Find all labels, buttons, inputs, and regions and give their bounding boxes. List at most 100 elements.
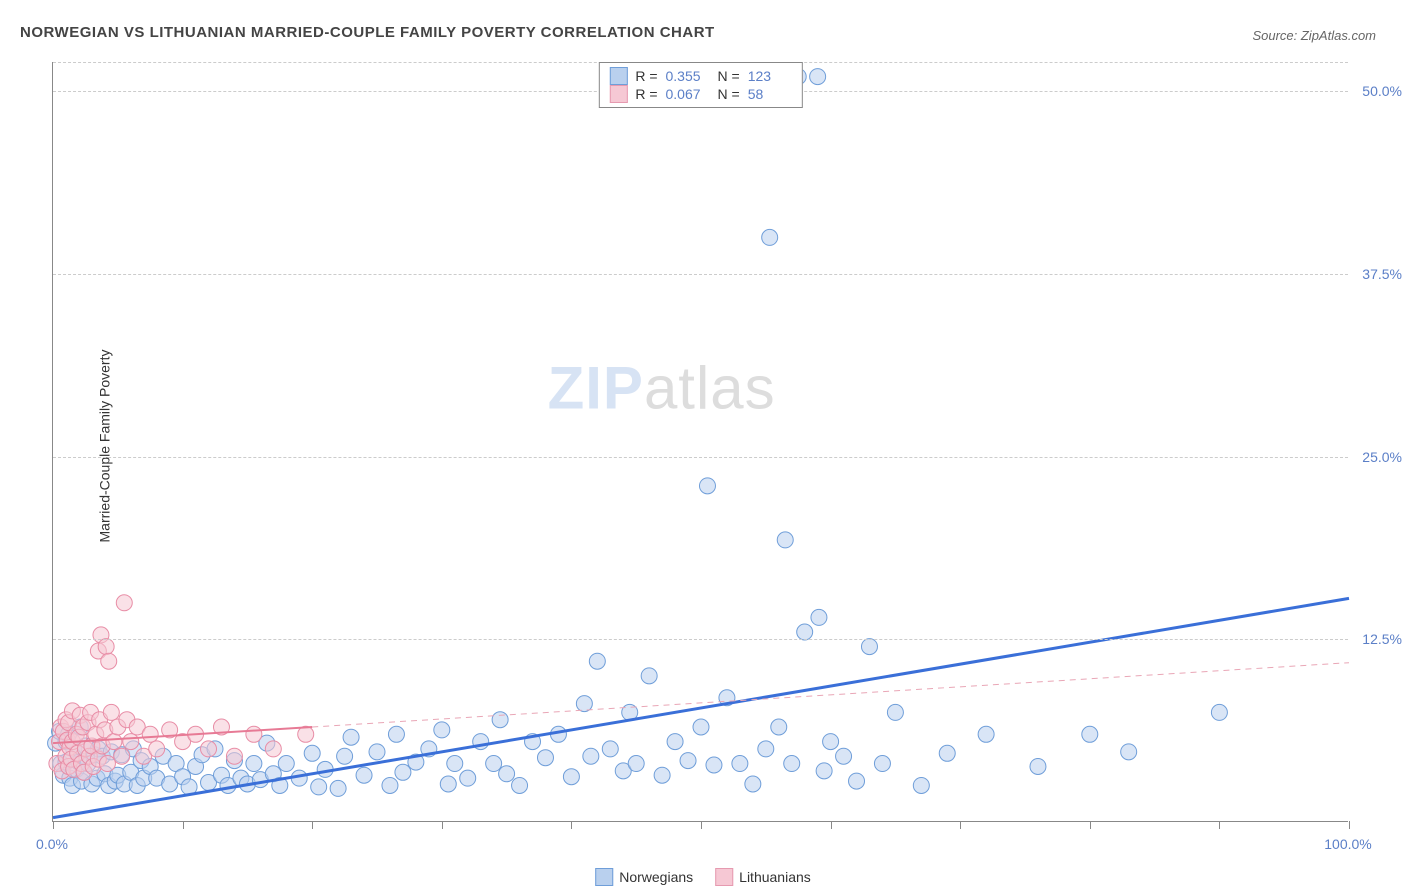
- data-point-norwegians: [278, 756, 294, 772]
- data-point-lithuanians: [101, 653, 117, 669]
- legend-n-label: N =: [718, 68, 740, 84]
- data-point-lithuanians: [106, 734, 122, 750]
- data-point-norwegians: [699, 478, 715, 494]
- data-point-norwegians: [583, 748, 599, 764]
- x-tick: [442, 821, 443, 829]
- legend-series-item: Lithuanians: [715, 868, 811, 886]
- legend-n-value: 58: [748, 86, 792, 102]
- legend-r-label: R =: [635, 68, 657, 84]
- data-point-norwegians: [602, 741, 618, 757]
- data-point-lithuanians: [123, 734, 139, 750]
- data-point-lithuanians: [142, 726, 158, 742]
- data-point-lithuanians: [149, 741, 165, 757]
- data-point-norwegians: [771, 719, 787, 735]
- legend-swatch: [595, 868, 613, 886]
- data-point-lithuanians: [265, 741, 281, 757]
- plot-area: ZIPatlas R =0.355N =123R =0.067N =58 12.…: [52, 62, 1348, 822]
- data-point-norwegians: [1121, 744, 1137, 760]
- legend-correlation-row: R = 0.355 N = 123: [609, 67, 791, 85]
- x-tick: [1349, 821, 1350, 829]
- data-point-norwegians: [460, 770, 476, 786]
- grid-line: [53, 457, 1348, 458]
- data-point-lithuanians: [103, 704, 119, 720]
- data-point-norwegians: [693, 719, 709, 735]
- data-point-norwegians: [758, 741, 774, 757]
- data-point-norwegians: [589, 653, 605, 669]
- data-point-norwegians: [939, 745, 955, 761]
- data-point-norwegians: [628, 756, 644, 772]
- data-point-norwegians: [745, 776, 761, 792]
- y-tick-label: 12.5%: [1362, 631, 1402, 647]
- x-tick: [1090, 821, 1091, 829]
- data-point-norwegians: [343, 729, 359, 745]
- legend-n-label: N =: [718, 86, 740, 102]
- x-tick: [701, 821, 702, 829]
- x-tick: [1219, 821, 1220, 829]
- x-tick: [312, 821, 313, 829]
- data-point-lithuanians: [116, 595, 132, 611]
- data-point-norwegians: [762, 229, 778, 245]
- data-point-norwegians: [784, 756, 800, 772]
- data-point-norwegians: [887, 704, 903, 720]
- data-point-norwegians: [777, 532, 793, 548]
- data-point-lithuanians: [226, 748, 242, 764]
- data-point-lithuanians: [114, 748, 130, 764]
- data-point-norwegians: [576, 696, 592, 712]
- correlation-legend: R = 0.355 N = 123 R = 0.067 N = 58: [598, 62, 802, 108]
- grid-line: [53, 639, 1348, 640]
- data-point-norwegians: [486, 756, 502, 772]
- legend-series-label: Lithuanians: [739, 869, 811, 885]
- x-tick: [571, 821, 572, 829]
- data-point-norwegians: [395, 764, 411, 780]
- data-point-norwegians: [388, 726, 404, 742]
- data-point-norwegians: [732, 756, 748, 772]
- legend-correlation-row: R = 0.067 N = 58: [609, 85, 791, 103]
- data-point-lithuanians: [246, 726, 262, 742]
- data-point-norwegians: [382, 777, 398, 793]
- data-point-norwegians: [434, 722, 450, 738]
- data-point-norwegians: [537, 750, 553, 766]
- scatter-svg: [53, 62, 1349, 822]
- trend-line-ext-lithuanians: [312, 663, 1349, 727]
- grid-line: [53, 274, 1348, 275]
- series-legend: Norwegians Lithuanians: [595, 868, 811, 886]
- data-point-norwegians: [861, 639, 877, 655]
- data-point-norwegians: [356, 767, 372, 783]
- data-point-norwegians: [797, 624, 813, 640]
- data-point-norwegians: [641, 668, 657, 684]
- data-point-lithuanians: [99, 756, 115, 772]
- data-point-norwegians: [499, 766, 515, 782]
- x-tick: [183, 821, 184, 829]
- data-point-norwegians: [330, 780, 346, 796]
- legend-r-value: 0.067: [666, 86, 710, 102]
- x-tick-label: 0.0%: [36, 836, 68, 852]
- x-tick: [53, 821, 54, 829]
- data-point-norwegians: [246, 756, 262, 772]
- legend-swatch: [609, 85, 627, 103]
- source-attribution: Source: ZipAtlas.com: [1252, 28, 1376, 43]
- data-point-norwegians: [654, 767, 670, 783]
- trend-line-norwegians: [53, 598, 1349, 817]
- legend-series-label: Norwegians: [619, 869, 693, 885]
- x-tick: [831, 821, 832, 829]
- data-point-norwegians: [706, 757, 722, 773]
- data-point-norwegians: [978, 726, 994, 742]
- data-point-lithuanians: [98, 639, 114, 655]
- y-tick-label: 50.0%: [1362, 83, 1402, 99]
- data-point-norwegians: [816, 763, 832, 779]
- legend-r-label: R =: [635, 86, 657, 102]
- x-tick-label: 100.0%: [1324, 836, 1371, 852]
- data-point-norwegians: [440, 776, 456, 792]
- data-point-norwegians: [836, 748, 852, 764]
- legend-swatch: [715, 868, 733, 886]
- y-tick-label: 25.0%: [1362, 449, 1402, 465]
- y-tick-label: 37.5%: [1362, 266, 1402, 282]
- legend-n-value: 123: [748, 68, 792, 84]
- chart-title: NORWEGIAN VS LITHUANIAN MARRIED-COUPLE F…: [20, 24, 715, 41]
- data-point-norwegians: [1082, 726, 1098, 742]
- x-tick: [960, 821, 961, 829]
- data-point-norwegians: [849, 773, 865, 789]
- data-point-norwegians: [667, 734, 683, 750]
- legend-swatch: [609, 67, 627, 85]
- legend-r-value: 0.355: [666, 68, 710, 84]
